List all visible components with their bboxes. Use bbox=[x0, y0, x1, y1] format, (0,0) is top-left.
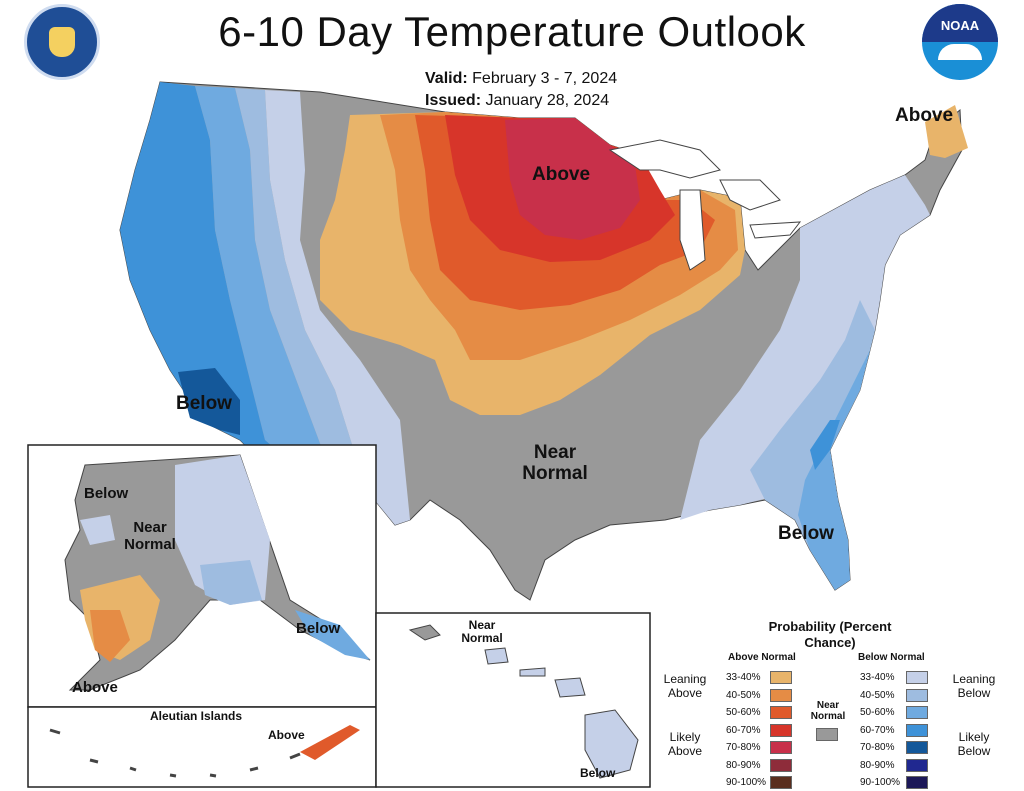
label-ak-below-se: Below bbox=[296, 620, 341, 637]
valid-value: February 3 - 7, 2024 bbox=[472, 70, 618, 87]
legend-above-swatch bbox=[770, 723, 792, 737]
legend-below-head: Below Normal bbox=[858, 652, 925, 663]
label-aleutian-above: Above bbox=[268, 728, 305, 742]
legend-above-head: Above Normal bbox=[728, 652, 796, 663]
page-title: 6-10 Day Temperature Outlook bbox=[218, 8, 806, 55]
legend-above-range: 50-60% bbox=[726, 707, 761, 718]
legend-likely-below: Likely Below bbox=[957, 730, 991, 759]
hawaii-niihau-kauai bbox=[408, 624, 441, 641]
noaa-text: NOAA bbox=[940, 18, 980, 33]
label-hi-below: Below bbox=[580, 766, 616, 780]
legend-below-swatch bbox=[906, 671, 928, 684]
east-below-40 bbox=[750, 300, 875, 590]
west-below-60 bbox=[120, 82, 300, 470]
label-ak-below-n: Below bbox=[84, 485, 129, 502]
hawaii-big-island bbox=[584, 709, 639, 779]
legend-above-range: 40-50% bbox=[726, 689, 761, 701]
west-below-50 bbox=[195, 86, 330, 470]
legend-below-range: 80-90% bbox=[860, 759, 895, 771]
alaska-below-40 bbox=[200, 560, 262, 605]
valid-label: Valid: bbox=[425, 70, 468, 87]
alaska-panhandle-below bbox=[295, 610, 370, 660]
legend-near-swatch bbox=[816, 728, 838, 741]
legend-title: Probability (Percent Chance) bbox=[768, 619, 892, 650]
legend-below-swatch bbox=[906, 706, 928, 719]
above-70 bbox=[505, 118, 640, 240]
hawaii-molokai bbox=[519, 667, 546, 677]
label-ak-above-sw: Above bbox=[72, 679, 118, 696]
legend-below-swatch bbox=[906, 758, 928, 772]
label-above-ne: Above bbox=[895, 105, 954, 126]
legend-above-swatch bbox=[770, 741, 792, 754]
great-lakes bbox=[608, 139, 802, 271]
label-above-mw: Above bbox=[532, 164, 591, 185]
issued-row: Issued: January 28, 2024 bbox=[425, 92, 609, 110]
legend-leaning-above: Leaning Above bbox=[663, 672, 707, 701]
issued-label: Issued: bbox=[425, 92, 482, 109]
legend-above-range: 33-40% bbox=[726, 672, 761, 683]
label-below-se: Below bbox=[778, 523, 834, 544]
sw-below-70 bbox=[178, 368, 240, 435]
label-near-normal: Near Normal bbox=[522, 442, 588, 484]
legend-below-swatch bbox=[906, 723, 928, 737]
alaska-nw-below bbox=[80, 515, 115, 545]
maine-above bbox=[925, 105, 968, 158]
commerce-seal-icon bbox=[24, 4, 100, 80]
legend-below-range: 50-60% bbox=[860, 707, 895, 718]
noaa-logo-icon: NOAA bbox=[922, 4, 998, 80]
legend-below-range: 33-40% bbox=[860, 672, 895, 683]
label-below-sw: Below bbox=[176, 393, 232, 414]
fl-below-60 bbox=[810, 420, 840, 470]
label-aleutian-title: Aleutian Islands bbox=[150, 709, 243, 723]
legend-below-range: 40-50% bbox=[860, 689, 895, 701]
legend-above-swatch bbox=[770, 688, 792, 702]
aleutian-above bbox=[300, 725, 360, 760]
legend-above-range: 60-70% bbox=[726, 724, 761, 736]
legend-above-swatch bbox=[770, 758, 792, 772]
legend-above-swatch bbox=[770, 706, 792, 719]
west-below-40 bbox=[235, 88, 360, 470]
legend-below-range: 60-70% bbox=[860, 724, 895, 736]
legend-above-range: 80-90% bbox=[726, 759, 761, 771]
legend-below-swatch bbox=[906, 776, 928, 789]
legend-above-range: 70-80% bbox=[726, 742, 761, 753]
legend-likely-above: Likely Above bbox=[667, 730, 703, 759]
hawaii-maui bbox=[554, 677, 586, 698]
legend-above-range: 90-100% bbox=[726, 777, 767, 788]
valid-row: Valid: February 3 - 7, 2024 bbox=[425, 70, 617, 88]
legend-above-swatch bbox=[770, 776, 792, 789]
legend-below-swatch bbox=[906, 741, 928, 754]
legend-below-range: 90-100% bbox=[860, 777, 901, 788]
legend-below-range: 70-80% bbox=[860, 742, 895, 753]
west-below-33 bbox=[265, 90, 410, 525]
label-hi-near-normal: Near Normal bbox=[461, 618, 503, 646]
hawaii-oahu bbox=[484, 647, 509, 665]
issued-value: January 28, 2024 bbox=[485, 92, 610, 109]
legend-leaning-below: Leaning Below bbox=[952, 672, 996, 701]
label-ak-near-normal: Near Normal bbox=[124, 519, 176, 553]
legend-above-swatch bbox=[770, 671, 792, 684]
legend-below-swatch bbox=[906, 688, 928, 702]
east-below-33 bbox=[680, 175, 930, 520]
east-below-50 bbox=[798, 350, 870, 590]
legend-near-label: Near Normal bbox=[810, 700, 846, 722]
alaska-above-40 bbox=[90, 610, 130, 662]
